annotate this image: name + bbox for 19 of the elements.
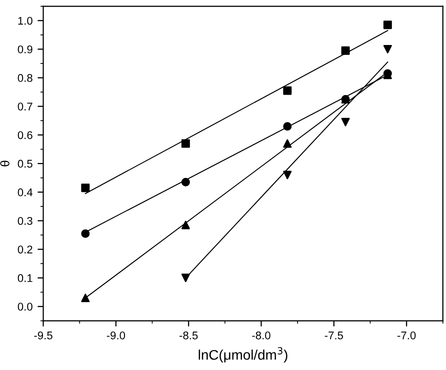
- x-tick-label: -7.5: [324, 332, 343, 340]
- x-tick-label: -9.5: [34, 332, 52, 340]
- x-tick-label: -9.0: [106, 332, 126, 340]
- y-tick-label: 0.9: [18, 45, 32, 54]
- x-tick-label: -7.0: [397, 332, 416, 340]
- y-axis-title: θ: [0, 160, 10, 166]
- y-tick-label: 0.2: [18, 246, 32, 254]
- y-tick-label: 1.0: [18, 16, 32, 25]
- y-tick-label: 0.4: [18, 188, 33, 196]
- y-tick-label: 0.8: [18, 74, 32, 82]
- y-tick-label: 0.6: [18, 131, 32, 140]
- y-tick-label: 0.1: [18, 274, 32, 282]
- y-tick-label: 0.3: [18, 216, 32, 225]
- y-tick-label: 0.7: [18, 102, 32, 110]
- x-tick-label: -8.0: [252, 332, 270, 340]
- y-tick-label: 0.0: [18, 302, 32, 311]
- y-tick-label: 0.5: [18, 160, 32, 168]
- x-axis-title: lnC(μmol/dm$^{3}$): [198, 347, 288, 363]
- x-tick-label: -8.5: [180, 332, 198, 340]
